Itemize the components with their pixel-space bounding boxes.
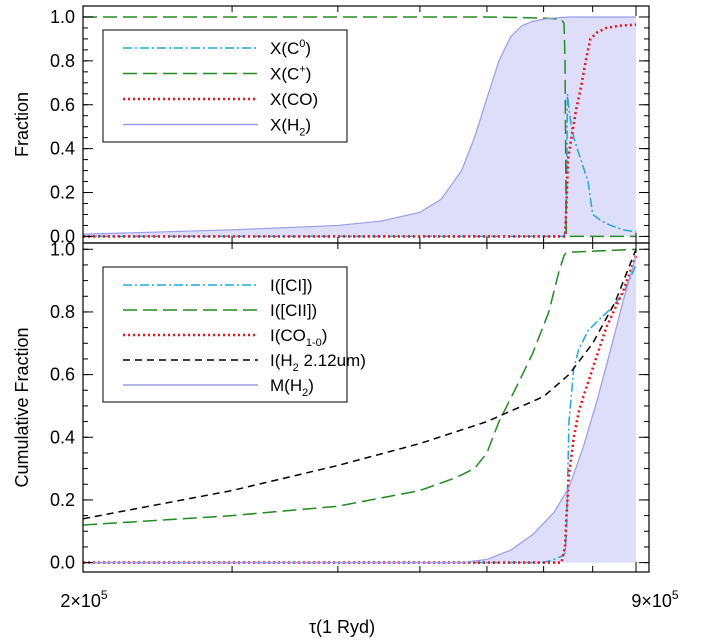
y-tick-label: 0.8 [50,51,75,71]
legend-label: X(CO) [270,90,318,109]
series-fill-x-h2- [83,16,636,237]
plot-area [83,16,637,238]
y-tick-label: 0.0 [50,553,75,573]
legend-label: I(H2 2.12um) [270,351,366,374]
y-tick-label: 0.6 [50,365,75,385]
series-line-i-ci- [83,264,637,564]
x-tick-label: 2×105 [60,588,108,611]
plot-area [83,248,638,564]
legend-label: I([CI]) [270,276,313,295]
y-axis-title: Cumulative Fraction [12,327,32,487]
series-line-x-h2- [83,16,636,235]
legend-label: I(CO1-0) [270,326,327,349]
series-fill-m-h2- [83,255,636,563]
series-line-x-co- [83,23,637,238]
y-tick-label: 0.2 [50,183,75,203]
y-tick-label: 0.2 [50,490,75,510]
legend-label: I([CII]) [270,301,317,320]
legend-label: M(H2) [270,376,314,399]
legend-label: X(C+) [270,64,311,84]
legend-label: X(H2) [270,116,311,139]
y-tick-label: 0.0 [50,226,75,246]
y-axis-title: Fraction [12,92,32,157]
bottom-panel: 0.0 0.2 0.4 0.6 0.8 1.0 Cumulative Fraction 2×1… [12,239,679,611]
plot-frame [82,242,650,573]
y-tick-label: 1.0 [50,239,75,259]
y-tick-label: 0.4 [50,139,75,159]
top-panel: 0.0 0.2 0.4 0.6 0.8 1.0 Fraction X(C0) X(C+) X(CO… [12,5,650,246]
y-tick-label: 0.6 [50,95,75,115]
x-axis-title: τ(1 Ryd) [309,617,375,637]
series-line-m-h2- [83,255,637,564]
x-tick-label: 9×105 [631,588,679,611]
y-tick-label: 0.4 [50,427,75,447]
series-line-x-c0- [83,93,637,238]
y-tick-label: 0.8 [50,302,75,322]
series-line-x-c- [83,16,636,238]
y-tick-label: 1.0 [50,7,75,27]
legend-label: X(C0) [270,38,311,58]
series-line-i-cii- [83,248,637,526]
series-line-i-h2-2-12um- [83,248,637,520]
